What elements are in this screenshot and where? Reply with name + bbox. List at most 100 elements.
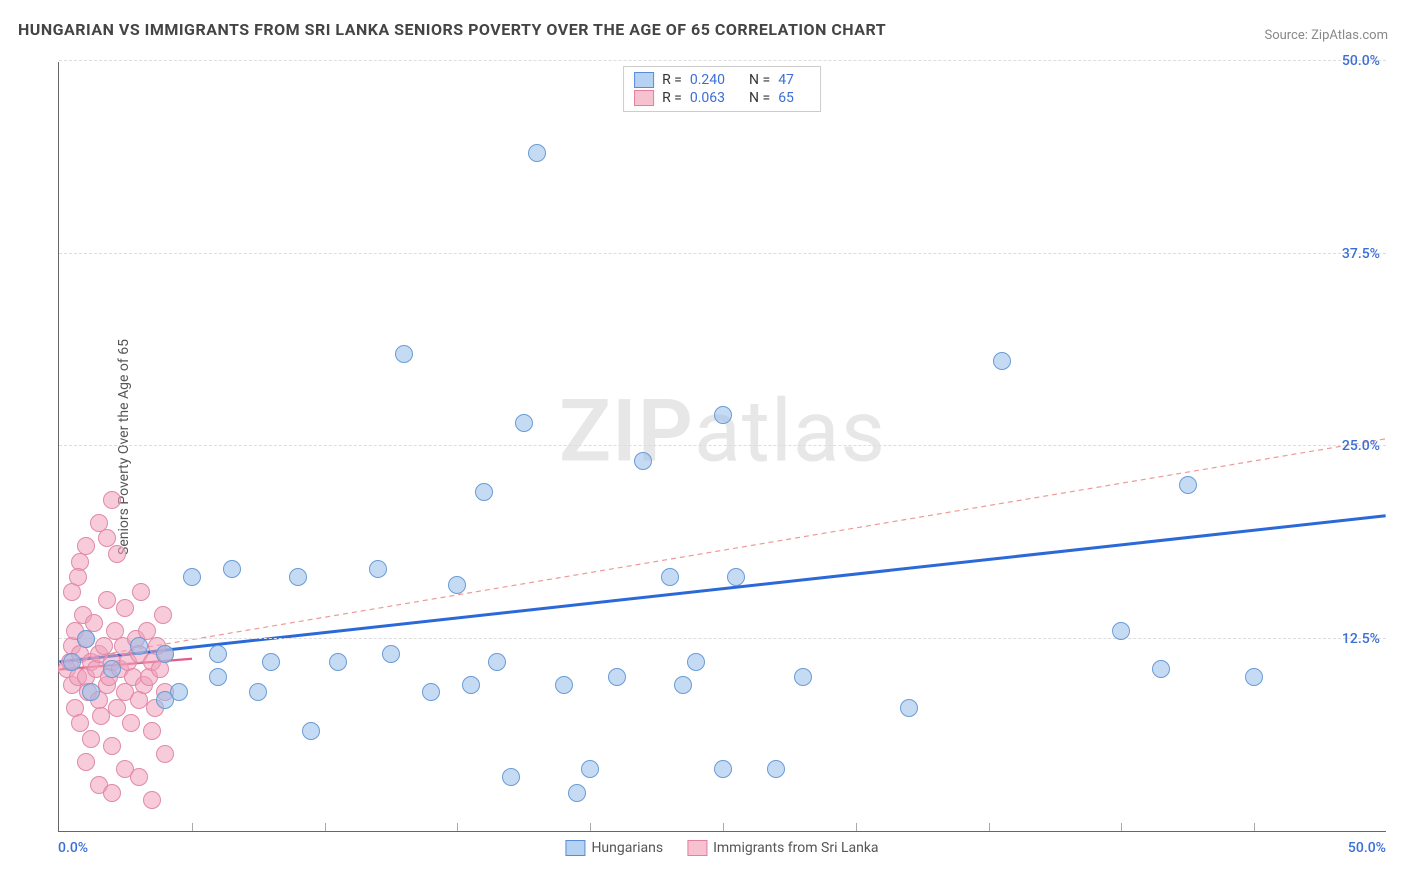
- hungarians-point: [714, 760, 732, 778]
- hungarians-point: [183, 568, 201, 586]
- hungarians-point: [223, 560, 241, 578]
- gridline-h: [59, 445, 1386, 446]
- x-tick: [192, 823, 193, 831]
- srilanka-point: [154, 606, 172, 624]
- hungarians-point: [462, 676, 480, 694]
- legend-series-label: Immigrants from Sri Lanka: [713, 840, 878, 856]
- trend-line: [59, 439, 1385, 662]
- hungarians-point: [422, 683, 440, 701]
- srilanka-point: [116, 599, 134, 617]
- source-attribution: Source: ZipAtlas.com: [1264, 28, 1388, 43]
- srilanka-point: [103, 491, 121, 509]
- legend-swatch: [687, 840, 707, 856]
- srilanka-point: [69, 568, 87, 586]
- srilanka-point: [82, 730, 100, 748]
- hungarians-point: [1179, 476, 1197, 494]
- srilanka-point: [108, 545, 126, 563]
- hungarians-point: [249, 683, 267, 701]
- hungarians-point: [794, 668, 812, 686]
- srilanka-point: [156, 745, 174, 763]
- legend-series: Hungarians Immigrants from Sri Lanka: [565, 840, 878, 856]
- legend-n-label: N =: [749, 72, 770, 88]
- legend-series-item: Immigrants from Sri Lanka: [687, 840, 878, 856]
- plot-region: ZIPatlas 12.5%25.0%37.5%50.0%: [58, 62, 1386, 832]
- hungarians-point: [156, 691, 174, 709]
- hungarians-point: [77, 630, 95, 648]
- srilanka-point: [130, 768, 148, 786]
- legend-series-label: Hungarians: [591, 840, 663, 856]
- watermark: ZIPatlas: [559, 381, 886, 482]
- srilanka-point: [77, 753, 95, 771]
- legend-r-value: 0.063: [690, 90, 725, 106]
- chart-title: HUNGARIAN VS IMMIGRANTS FROM SRI LANKA S…: [18, 20, 886, 39]
- srilanka-point: [143, 722, 161, 740]
- hungarians-point: [382, 645, 400, 663]
- x-tick: [590, 823, 591, 831]
- hungarians-point: [1112, 622, 1130, 640]
- x-tick: [457, 823, 458, 831]
- chart-area: Seniors Poverty Over the Age of 65 ZIPat…: [58, 62, 1386, 832]
- hungarians-point: [302, 722, 320, 740]
- x-tick: [723, 823, 724, 831]
- hungarians-point: [727, 568, 745, 586]
- srilanka-point: [77, 537, 95, 555]
- hungarians-point: [1152, 660, 1170, 678]
- x-tick: [989, 823, 990, 831]
- gridline-h: [59, 638, 1386, 639]
- hungarians-point: [568, 784, 586, 802]
- hungarians-point: [687, 653, 705, 671]
- hungarians-point: [289, 568, 307, 586]
- legend-stats: R =0.240N =47R =0.063N =65: [623, 66, 821, 112]
- hungarians-point: [488, 653, 506, 671]
- hungarians-point: [674, 676, 692, 694]
- hungarians-point: [262, 653, 280, 671]
- trend-lines: [59, 62, 1386, 831]
- x-tick: [325, 823, 326, 831]
- srilanka-point: [151, 660, 169, 678]
- x-tick: [1254, 823, 1255, 831]
- hungarians-point: [209, 668, 227, 686]
- trend-line: [59, 516, 1385, 662]
- hungarians-point: [1245, 668, 1263, 686]
- hungarians-point: [528, 144, 546, 162]
- hungarians-point: [581, 760, 599, 778]
- hungarians-point: [130, 637, 148, 655]
- hungarians-point: [502, 768, 520, 786]
- hungarians-point: [369, 560, 387, 578]
- y-axis-label: 37.5%: [1342, 246, 1380, 262]
- srilanka-point: [98, 591, 116, 609]
- hungarians-point: [993, 352, 1011, 370]
- hungarians-point: [448, 576, 466, 594]
- srilanka-point: [143, 791, 161, 809]
- hungarians-point: [103, 660, 121, 678]
- y-axis-label: 12.5%: [1342, 631, 1380, 647]
- legend-stats-row: R =0.240N =47: [634, 71, 810, 89]
- legend-r-value: 0.240: [690, 72, 725, 88]
- hungarians-point: [714, 406, 732, 424]
- legend-n-value: 47: [778, 72, 794, 88]
- x-tick: [856, 823, 857, 831]
- hungarians-point: [475, 483, 493, 501]
- hungarians-point: [900, 699, 918, 717]
- hungarians-point: [156, 645, 174, 663]
- hungarians-point: [634, 452, 652, 470]
- hungarians-point: [329, 653, 347, 671]
- legend-series-item: Hungarians: [565, 840, 663, 856]
- hungarians-point: [608, 668, 626, 686]
- y-axis-label: 25.0%: [1342, 438, 1380, 454]
- srilanka-point: [63, 583, 81, 601]
- x-axis-start-label: 0.0%: [58, 840, 88, 856]
- legend-swatch: [634, 72, 654, 88]
- legend-n-value: 65: [778, 90, 794, 106]
- gridline-h: [59, 253, 1386, 254]
- hungarians-point: [63, 653, 81, 671]
- srilanka-point: [103, 784, 121, 802]
- srilanka-point: [122, 714, 140, 732]
- srilanka-point: [103, 737, 121, 755]
- srilanka-point: [108, 699, 126, 717]
- hungarians-point: [515, 414, 533, 432]
- srilanka-point: [132, 583, 150, 601]
- hungarians-point: [661, 568, 679, 586]
- legend-r-label: R =: [662, 90, 682, 106]
- hungarians-point: [209, 645, 227, 663]
